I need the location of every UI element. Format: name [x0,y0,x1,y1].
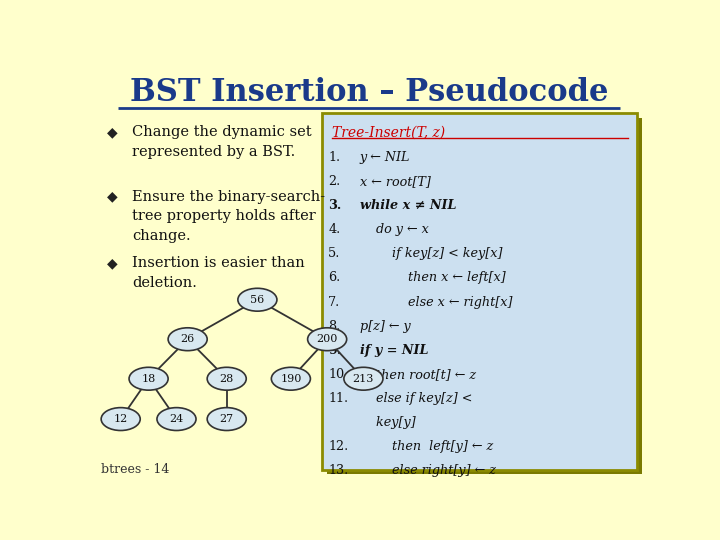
Text: else right[y] ← z: else right[y] ← z [359,464,495,477]
Text: 18: 18 [141,374,156,384]
Text: then x ← left[x]: then x ← left[x] [359,272,505,285]
Text: 5.: 5. [328,247,341,260]
Text: do y ← x: do y ← x [359,223,428,236]
Text: p[z] ← y: p[z] ← y [359,320,410,333]
Text: ◆: ◆ [107,190,117,204]
Text: 200: 200 [317,334,338,344]
Text: Tree-Insert(T, z): Tree-Insert(T, z) [332,126,445,140]
Text: 26: 26 [181,334,195,344]
Text: y ← NIL: y ← NIL [359,151,410,164]
Text: 24: 24 [169,414,184,424]
Ellipse shape [344,367,383,390]
Text: 9.: 9. [328,344,341,357]
Ellipse shape [207,408,246,430]
Text: 213: 213 [353,374,374,384]
Ellipse shape [101,408,140,430]
Text: ◆: ◆ [107,125,117,139]
Text: 3.: 3. [328,199,341,212]
Text: btrees - 14: btrees - 14 [101,463,169,476]
Text: 1.: 1. [328,151,341,164]
Ellipse shape [238,288,277,311]
Ellipse shape [271,367,310,390]
Ellipse shape [207,367,246,390]
Text: 7.: 7. [328,295,341,308]
Text: 4.: 4. [328,223,341,236]
Text: 6.: 6. [328,272,341,285]
Text: if y = NIL: if y = NIL [359,344,428,357]
Text: 2.: 2. [328,175,341,188]
Text: 13.: 13. [328,464,348,477]
Ellipse shape [168,328,207,350]
Text: 27: 27 [220,414,234,424]
Text: 11.: 11. [328,392,348,405]
Text: 8.: 8. [328,320,341,333]
Text: Ensure the binary-search-
tree property holds after
change.: Ensure the binary-search- tree property … [132,190,325,242]
Text: 190: 190 [280,374,302,384]
Text: else if key[z] <: else if key[z] < [359,392,472,405]
Text: 12.: 12. [328,440,348,453]
FancyBboxPatch shape [327,118,642,474]
FancyBboxPatch shape [322,113,637,470]
Text: if key[z] < key[x]: if key[z] < key[x] [359,247,502,260]
Text: BST Insertion – Pseudocode: BST Insertion – Pseudocode [130,77,608,109]
Ellipse shape [307,328,346,350]
Text: else x ← right[x]: else x ← right[x] [359,295,512,308]
Ellipse shape [129,367,168,390]
Text: ◆: ◆ [107,256,117,270]
Text: key[y]: key[y] [359,416,415,429]
Text: then root[t] ← z: then root[t] ← z [359,368,476,381]
Text: Insertion is easier than
deletion.: Insertion is easier than deletion. [132,256,305,289]
Text: 12: 12 [114,414,128,424]
Text: 28: 28 [220,374,234,384]
Text: 56: 56 [251,295,264,305]
Text: x ← root[T]: x ← root[T] [359,175,431,188]
Ellipse shape [157,408,196,430]
Text: 10.: 10. [328,368,348,381]
Text: then  left[y] ← z: then left[y] ← z [359,440,492,453]
Text: while x ≠ NIL: while x ≠ NIL [359,199,456,212]
Text: Change the dynamic set
represented by a BST.: Change the dynamic set represented by a … [132,125,312,159]
